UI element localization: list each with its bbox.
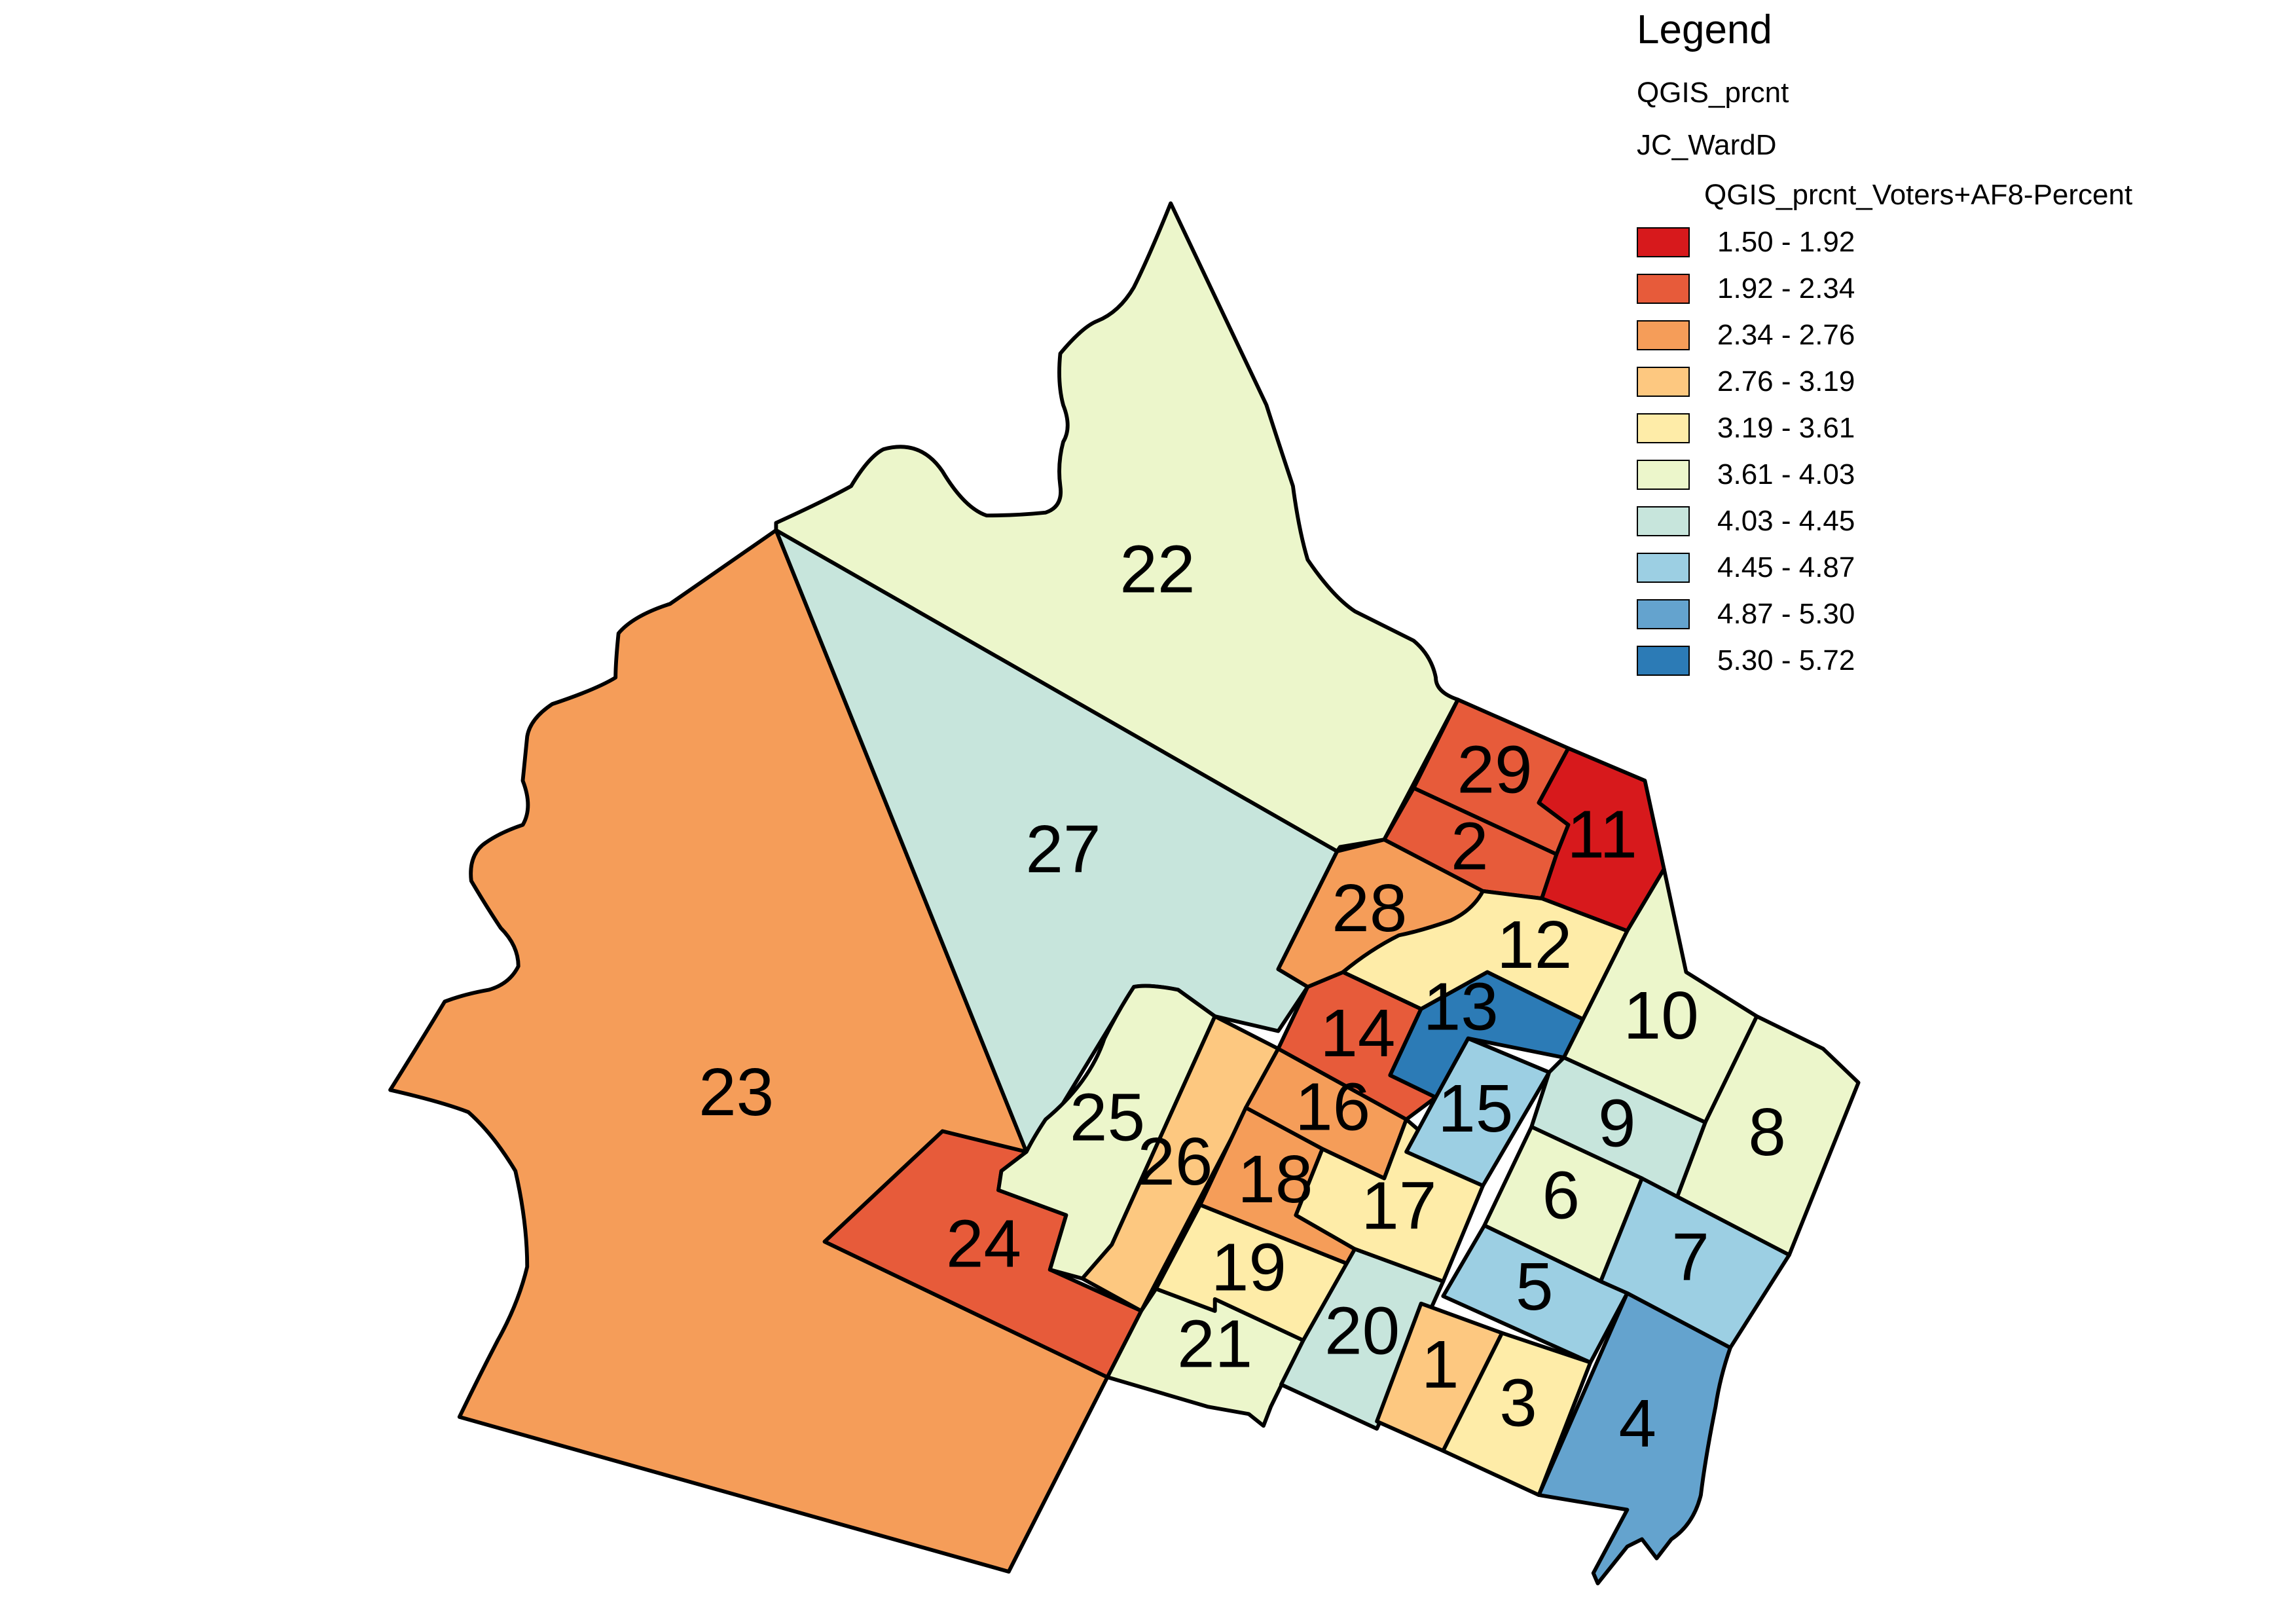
ward-label-21: 21 [1177,1306,1252,1382]
legend-label: 2.76 - 3.19 [1717,365,1855,397]
legend-swatch [1637,460,1690,490]
ward-label-25: 25 [1070,1079,1145,1154]
legend-group-name: QGIS_prcnt [1637,77,1789,109]
ward-label-27: 27 [1025,811,1101,887]
legend-swatch [1637,599,1690,629]
ward-label-6: 6 [1542,1157,1580,1233]
legend-label: 4.45 - 4.87 [1717,551,1855,583]
ward-13[interactable] [1341,970,1585,1099]
ward-label-17: 17 [1361,1167,1436,1243]
ward-label-28: 28 [1332,870,1407,946]
legend-label: 5.30 - 5.72 [1717,644,1855,676]
ward-label-26: 26 [1137,1123,1212,1199]
ward-label-10: 10 [1624,977,1699,1053]
ward-15[interactable] [1404,1036,1552,1188]
legend-swatch [1637,553,1690,583]
ward-label-4: 4 [1618,1385,1656,1461]
ward-label-29: 29 [1457,731,1533,807]
ward-label-23: 23 [699,1054,774,1130]
ward-26[interactable] [1080,1014,1281,1313]
ward-20[interactable] [1279,1247,1446,1431]
ward-label-19: 19 [1211,1229,1286,1305]
legend-title: Legend [1637,7,1772,52]
legend-swatch [1637,274,1690,304]
legend-label: 3.61 - 4.03 [1717,458,1855,490]
ward-22[interactable] [774,201,1460,854]
legend-label: 2.34 - 2.76 [1717,319,1855,351]
ward-4[interactable] [1537,1291,1732,1585]
legend-label: 4.03 - 4.45 [1717,505,1855,537]
ward-label-12: 12 [1497,906,1572,982]
legend-swatch [1637,646,1690,676]
ward-label-1: 1 [1421,1326,1459,1402]
ward-label-16: 16 [1295,1069,1370,1145]
legend-swatch [1637,227,1690,257]
ward-label-15: 15 [1438,1070,1513,1146]
legend-label: 1.92 - 2.34 [1717,272,1855,304]
ward-label-11: 11 [1567,796,1637,872]
legend-label: 3.19 - 3.61 [1717,412,1855,444]
ward-label-5: 5 [1516,1248,1554,1324]
ward-label-7: 7 [1671,1219,1709,1295]
ward-label-2: 2 [1451,807,1489,883]
ward-label-18: 18 [1237,1141,1313,1217]
ward-25[interactable] [996,984,1217,1281]
legend-label: 4.87 - 5.30 [1717,598,1855,630]
legend-swatch [1637,320,1690,350]
ward-5[interactable] [1441,1223,1630,1365]
legend-swatch [1637,506,1690,536]
ward-label-8: 8 [1748,1094,1786,1170]
ward-label-13: 13 [1423,969,1499,1044]
legend-label: 1.50 - 1.92 [1717,226,1855,258]
legend-field-name: QGIS_prcnt_Voters+AF8-Percent [1704,179,2133,211]
legend-swatch [1637,413,1690,443]
ward-23[interactable] [388,528,1110,1574]
legend-layer-name: JC_WardD [1637,129,1777,161]
ward-label-14: 14 [1320,995,1395,1071]
ward-label-20: 20 [1324,1292,1400,1368]
legend-swatch [1637,367,1690,397]
ward-label-3: 3 [1499,1365,1537,1441]
ward-label-22: 22 [1120,531,1195,607]
ward-label-9: 9 [1598,1084,1636,1160]
ward-label-24: 24 [946,1206,1021,1282]
